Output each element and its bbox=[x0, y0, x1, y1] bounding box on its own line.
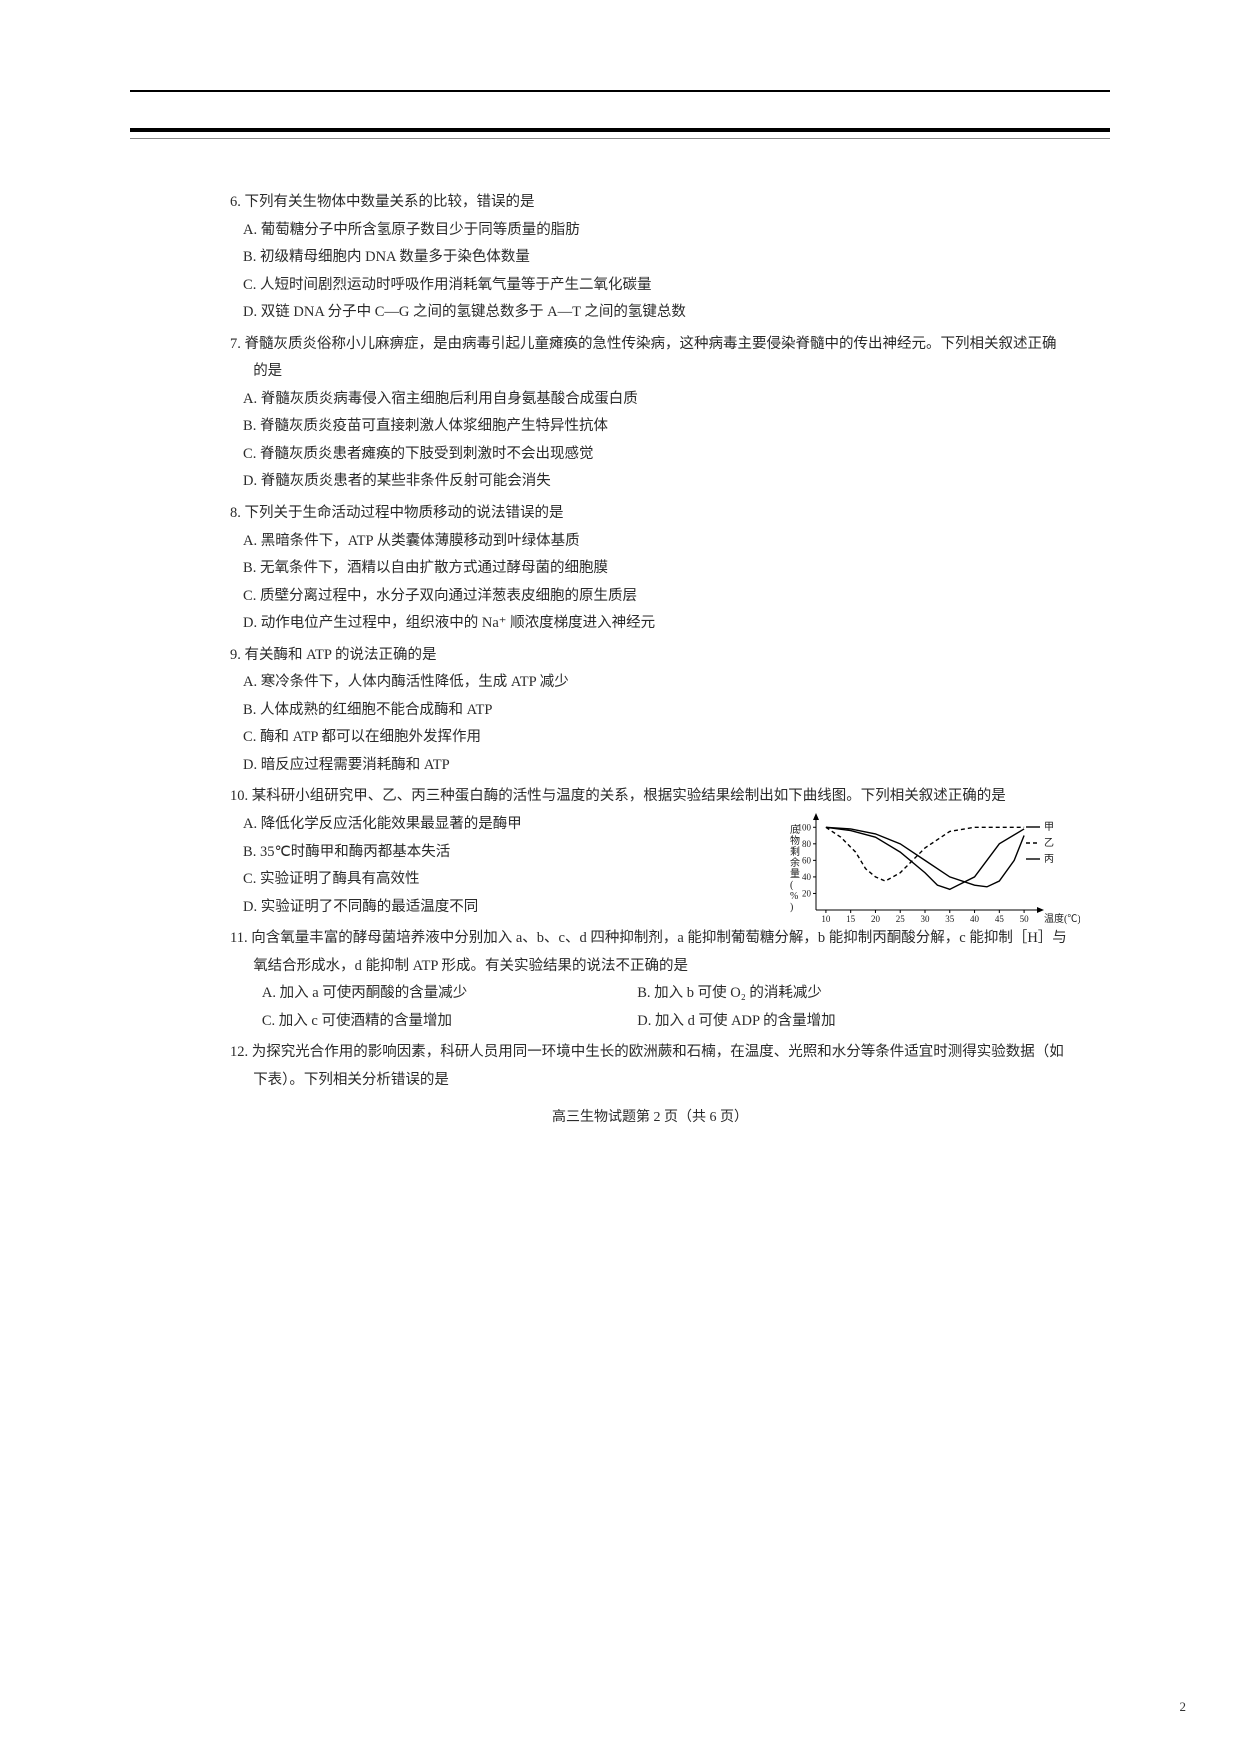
svg-text:底: 底 bbox=[790, 823, 800, 836]
q9-num: 9. bbox=[230, 647, 241, 663]
q11-stem: 11. 向含氧量丰富的酵母菌培养液中分别加入 a、b、c、d 四种抑制剂，a 能… bbox=[230, 925, 1070, 980]
page: 6. 下列有关生物体中数量关系的比较，错误的是 A. 葡萄糖分子中所含氢原子数目… bbox=[0, 0, 1240, 1753]
question-8: 8. 下列关于生命活动过程中物质移动的说法错误的是 A. 黑暗条件下，ATP 从… bbox=[230, 500, 1070, 638]
q12-num: 12. bbox=[230, 1044, 248, 1060]
svg-text:量: 量 bbox=[790, 868, 800, 880]
q11-row-cd: C. 加入 c 可使酒精的含量增加 D. 加入 d 可使 ADP 的含量增加 bbox=[230, 1008, 1070, 1036]
divider-top-3 bbox=[130, 138, 1110, 139]
svg-text:50: 50 bbox=[1020, 914, 1030, 924]
q9-text: 有关酶和 ATP 的说法正确的是 bbox=[245, 647, 437, 663]
q7-option-b: B. 脊髓灰质炎疫苗可直接刺激人体浆细胞产生特异性抗体 bbox=[230, 413, 1070, 441]
svg-text:15: 15 bbox=[846, 914, 856, 924]
page-footer: 高三生物试题第 2 页（共 6 页） bbox=[230, 1105, 1070, 1132]
q9-option-a: A. 寒冷条件下，人体内酶活性降低，生成 ATP 减少 bbox=[230, 669, 1070, 697]
q10-option-d: D. 实验证明了不同酶的最适温度不同 bbox=[230, 894, 684, 922]
q7-option-c: C. 脊髓灰质炎患者瘫痪的下肢受到刺激时不会出现感觉 bbox=[230, 441, 1070, 469]
q11-option-c: C. 加入 c 可使酒精的含量增加 bbox=[262, 1008, 634, 1036]
q10-option-a: A. 降低化学反应活化能效果最显著的是酶甲 bbox=[230, 811, 684, 839]
question-9: 9. 有关酶和 ATP 的说法正确的是 A. 寒冷条件下，人体内酶活性降低，生成… bbox=[230, 642, 1070, 780]
question-11: 11. 向含氧量丰富的酵母菌培养液中分别加入 a、b、c、d 四种抑制剂，a 能… bbox=[230, 925, 1070, 1035]
q8-option-c: C. 质壁分离过程中，水分子双向通过洋葱表皮细胞的原生质层 bbox=[230, 583, 1070, 611]
q8-stem: 8. 下列关于生命活动过程中物质移动的说法错误的是 bbox=[230, 500, 1070, 528]
q9-option-d: D. 暗反应过程需要消耗酶和 ATP bbox=[230, 752, 1070, 780]
svg-text:45: 45 bbox=[995, 914, 1005, 924]
q6-option-d: D. 双链 DNA 分子中 C—G 之间的氢键总数多于 A—T 之间的氢键总数 bbox=[230, 299, 1070, 327]
q12-stem: 12. 为探究光合作用的影响因素，科研人员用同一环境中生长的欧洲蕨和石楠，在温度… bbox=[230, 1039, 1070, 1094]
svg-text:30: 30 bbox=[921, 914, 931, 924]
divider-top-2 bbox=[130, 128, 1110, 132]
q9-stem: 9. 有关酶和 ATP 的说法正确的是 bbox=[230, 642, 1070, 670]
q8-num: 8. bbox=[230, 505, 241, 521]
svg-text:20: 20 bbox=[802, 889, 812, 899]
page-number: 2 bbox=[1180, 1699, 1187, 1715]
q10-num: 10. bbox=[230, 788, 248, 804]
q8-option-b: B. 无氧条件下，酒精以自由扩散方式通过酵母菌的细胞膜 bbox=[230, 555, 1070, 583]
q6-num: 6. bbox=[230, 194, 241, 210]
divider-top-1 bbox=[130, 90, 1110, 92]
q6-stem: 6. 下列有关生物体中数量关系的比较，错误的是 bbox=[230, 189, 1070, 217]
svg-text:60: 60 bbox=[802, 856, 812, 866]
question-6: 6. 下列有关生物体中数量关系的比较，错误的是 A. 葡萄糖分子中所含氢原子数目… bbox=[230, 189, 1070, 327]
svg-text:40: 40 bbox=[970, 914, 980, 924]
q11-option-d: D. 加入 d 可使 ADP 的含量增加 bbox=[637, 1008, 1009, 1036]
q6-option-a: A. 葡萄糖分子中所含氢原子数目少于同等质量的脂肪 bbox=[230, 217, 1070, 245]
q10-options: A. 降低化学反应活化能效果最显著的是酶甲 B. 35℃时酶甲和酶丙都基本失活 … bbox=[230, 811, 684, 921]
svg-text:): ) bbox=[790, 902, 793, 913]
content-area: 6. 下列有关生物体中数量关系的比较，错误的是 A. 葡萄糖分子中所含氢原子数目… bbox=[230, 189, 1070, 1131]
q10-option-b: B. 35℃时酶甲和酶丙都基本失活 bbox=[230, 839, 684, 867]
svg-text:余: 余 bbox=[790, 856, 800, 869]
svg-text:甲: 甲 bbox=[1044, 822, 1054, 833]
svg-text:剩: 剩 bbox=[790, 845, 800, 858]
q11-text: 向含氧量丰富的酵母菌培养液中分别加入 a、b、c、d 四种抑制剂，a 能抑制葡萄… bbox=[251, 930, 1067, 974]
q8-option-a: A. 黑暗条件下，ATP 从类囊体薄膜移动到叶绿体基质 bbox=[230, 528, 1070, 556]
q10-chart: 20406080100101520253035404550底物剩余量(%)温度(… bbox=[780, 813, 1080, 928]
svg-text:80: 80 bbox=[802, 839, 812, 849]
q8-text: 下列关于生命活动过程中物质移动的说法错误的是 bbox=[245, 505, 564, 521]
svg-text:乙: 乙 bbox=[1044, 837, 1054, 849]
q7-text: 脊髓灰质炎俗称小儿麻痹症，是由病毒引起儿童瘫痪的急性传染病，这种病毒主要侵染脊髓… bbox=[245, 336, 1057, 380]
q7-stem: 7. 脊髓灰质炎俗称小儿麻痹症，是由病毒引起儿童瘫痪的急性传染病，这种病毒主要侵… bbox=[230, 331, 1070, 386]
q10-stem: 10. 某科研小组研究甲、乙、丙三种蛋白酶的活性与温度的关系，根据实验结果绘制出… bbox=[230, 783, 1070, 811]
q8-option-d: D. 动作电位产生过程中，组织液中的 Na⁺ 顺浓度梯度进入神经元 bbox=[230, 610, 1070, 638]
svg-text:25: 25 bbox=[896, 914, 906, 924]
question-12: 12. 为探究光合作用的影响因素，科研人员用同一环境中生长的欧洲蕨和石楠，在温度… bbox=[230, 1039, 1070, 1094]
svg-text:40: 40 bbox=[802, 872, 812, 882]
q7-num: 7. bbox=[230, 336, 241, 352]
svg-text:10: 10 bbox=[821, 914, 831, 924]
svg-text:丙: 丙 bbox=[1044, 854, 1054, 865]
q7-option-a: A. 脊髓灰质炎病毒侵入宿主细胞后利用自身氨基酸合成蛋白质 bbox=[230, 386, 1070, 414]
q11-num: 11. bbox=[230, 930, 248, 946]
q11-option-a: A. 加入 a 可使丙酮酸的含量减少 bbox=[262, 980, 634, 1008]
svg-text:温度(℃): 温度(℃) bbox=[1044, 912, 1080, 925]
svg-text:物: 物 bbox=[790, 834, 800, 847]
q10-option-c: C. 实验证明了酶具有高效性 bbox=[230, 866, 684, 894]
q6-option-c: C. 人短时间剧烈运动时呼吸作用消耗氧气量等于产生二氧化碳量 bbox=[230, 272, 1070, 300]
q11-row-ab: A. 加入 a 可使丙酮酸的含量减少 B. 加入 b 可使 O₂ 的消耗减少 bbox=[230, 980, 1070, 1008]
q9-option-b: B. 人体成熟的红细胞不能合成酶和 ATP bbox=[230, 697, 1070, 725]
question-7: 7. 脊髓灰质炎俗称小儿麻痹症，是由病毒引起儿童瘫痪的急性传染病，这种病毒主要侵… bbox=[230, 331, 1070, 496]
svg-text:(: ( bbox=[790, 880, 794, 891]
q6-option-b: B. 初级精母细胞内 DNA 数量多于染色体数量 bbox=[230, 244, 1070, 272]
q11-option-b: B. 加入 b 可使 O₂ 的消耗减少 bbox=[637, 980, 1009, 1008]
svg-text:%: % bbox=[790, 891, 798, 902]
question-10: 10. 某科研小组研究甲、乙、丙三种蛋白酶的活性与温度的关系，根据实验结果绘制出… bbox=[230, 783, 1070, 921]
q9-option-c: C. 酶和 ATP 都可以在细胞外发挥作用 bbox=[230, 724, 1070, 752]
q7-option-d: D. 脊髓灰质炎患者的某些非条件反射可能会消失 bbox=[230, 468, 1070, 496]
q6-text: 下列有关生物体中数量关系的比较，错误的是 bbox=[245, 194, 535, 210]
q12-text: 为探究光合作用的影响因素，科研人员用同一环境中生长的欧洲蕨和石楠，在温度、光照和… bbox=[252, 1044, 1064, 1088]
q10-text: 某科研小组研究甲、乙、丙三种蛋白酶的活性与温度的关系，根据实验结果绘制出如下曲线… bbox=[252, 788, 1006, 804]
svg-text:35: 35 bbox=[945, 914, 955, 924]
svg-text:20: 20 bbox=[871, 914, 881, 924]
